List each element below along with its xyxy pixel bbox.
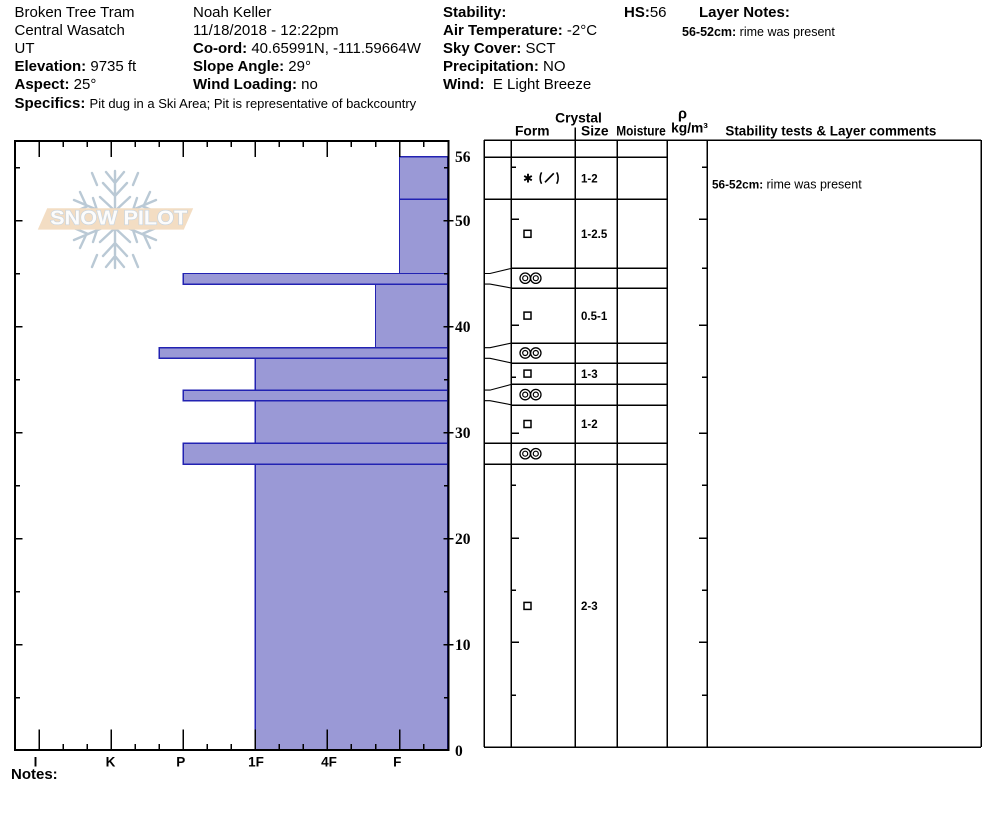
svg-text:56: 56 <box>455 149 471 166</box>
svg-text:rime was present: rime was present <box>767 178 863 192</box>
svg-text:1-2.5: 1-2.5 <box>581 229 608 241</box>
svg-text:30: 30 <box>455 425 471 442</box>
svg-text:Moisture: Moisture <box>616 124 666 139</box>
svg-text:kg/m³: kg/m³ <box>671 121 708 136</box>
svg-text:1-2: 1-2 <box>581 419 598 431</box>
svg-text:1-2: 1-2 <box>581 173 598 185</box>
svg-text:1-3: 1-3 <box>581 369 598 381</box>
svg-text:Size: Size <box>581 124 609 139</box>
svg-text:F: F <box>393 755 401 770</box>
svg-text:Crystal: Crystal <box>555 110 602 125</box>
svg-text:Stability tests & Layer commen: Stability tests & Layer comments <box>725 124 936 139</box>
svg-text:20: 20 <box>455 531 471 548</box>
svg-text:50: 50 <box>455 213 471 230</box>
svg-text:Form: Form <box>515 124 550 139</box>
svg-text:4F: 4F <box>321 755 337 770</box>
svg-text:I: I <box>34 755 38 770</box>
svg-text:0: 0 <box>455 743 463 760</box>
svg-text:K: K <box>106 755 116 770</box>
svg-text:SNOW PILOT: SNOW PILOT <box>50 208 187 230</box>
svg-text:40: 40 <box>455 319 471 336</box>
svg-text:P: P <box>176 755 185 770</box>
svg-text:ρ: ρ <box>678 107 687 123</box>
svg-text:1F: 1F <box>248 755 264 770</box>
svg-text:10: 10 <box>455 637 471 654</box>
svg-text:2-3: 2-3 <box>581 601 598 613</box>
svg-text:0.5-1: 0.5-1 <box>581 311 608 323</box>
svg-text:56-52cm:: 56-52cm: <box>712 178 763 192</box>
svg-text:Notes:: Notes: <box>11 766 58 783</box>
